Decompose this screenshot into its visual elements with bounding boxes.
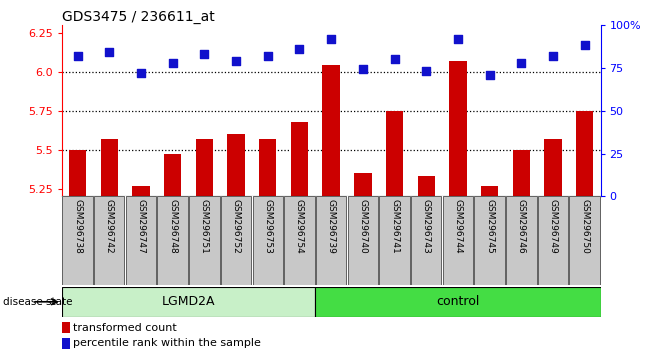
Bar (323, 65, 340, 196)
Bar (537, 196, 568, 285)
Point (548, 53, 558, 58)
Bar (474, 196, 505, 285)
Bar (544, 139, 562, 196)
Bar (291, 121, 308, 196)
Text: GSM296739: GSM296739 (327, 199, 336, 254)
Text: GSM296752: GSM296752 (231, 199, 241, 254)
Bar (506, 196, 537, 285)
Bar (316, 196, 346, 285)
Bar (158, 196, 188, 285)
Bar (417, 176, 435, 196)
Text: GSM296746: GSM296746 (517, 199, 526, 254)
Text: GSM296742: GSM296742 (105, 199, 114, 254)
Point (104, 50, 115, 55)
Text: GSM296753: GSM296753 (263, 199, 272, 254)
Bar (62, 338, 70, 349)
Bar (570, 196, 600, 285)
Bar (443, 196, 473, 285)
Bar (101, 139, 118, 196)
Point (72, 53, 83, 58)
Text: percentile rank within the sample: percentile rank within the sample (73, 338, 261, 348)
Point (516, 60, 527, 65)
Bar (132, 185, 150, 196)
Bar (196, 139, 213, 196)
Point (199, 51, 210, 57)
Point (167, 60, 178, 65)
Point (325, 36, 336, 41)
Point (136, 70, 146, 76)
Point (231, 58, 242, 64)
Text: GSM296740: GSM296740 (358, 199, 367, 254)
Bar (62, 196, 93, 285)
Bar (189, 196, 219, 285)
Bar (411, 196, 442, 285)
Bar (94, 196, 125, 285)
Bar (221, 196, 251, 285)
Text: GSM296738: GSM296738 (73, 199, 82, 254)
Bar (576, 111, 593, 196)
Bar (62, 287, 315, 317)
Text: GSM296744: GSM296744 (454, 199, 462, 254)
Point (262, 53, 273, 58)
Point (358, 67, 368, 72)
Text: GSM296747: GSM296747 (136, 199, 146, 254)
Bar (481, 185, 499, 196)
Point (421, 68, 431, 74)
Text: GSM296743: GSM296743 (421, 199, 431, 254)
Text: control: control (436, 295, 480, 308)
Point (579, 42, 590, 48)
Bar (449, 61, 466, 196)
Text: disease state: disease state (3, 297, 73, 307)
Text: GSM296750: GSM296750 (580, 199, 589, 254)
Text: GDS3475 / 236611_at: GDS3475 / 236611_at (62, 10, 215, 24)
Text: GSM296741: GSM296741 (390, 199, 399, 254)
Text: GSM296748: GSM296748 (168, 199, 177, 254)
Point (452, 36, 463, 41)
Bar (227, 134, 245, 196)
Text: GSM296751: GSM296751 (200, 199, 209, 254)
Bar (348, 196, 378, 285)
Text: GSM296749: GSM296749 (548, 199, 558, 254)
Bar (62, 322, 70, 333)
Bar (285, 196, 315, 285)
Bar (354, 173, 372, 196)
Bar (252, 196, 283, 285)
Bar (69, 150, 87, 196)
Bar (379, 196, 410, 285)
Point (389, 56, 400, 62)
Point (294, 46, 305, 52)
Bar (164, 154, 181, 196)
Text: transformed count: transformed count (73, 322, 176, 332)
Point (484, 72, 495, 78)
Bar (259, 139, 276, 196)
Text: GSM296754: GSM296754 (295, 199, 304, 254)
Bar (125, 196, 156, 285)
Bar (386, 111, 403, 196)
Text: GSM296745: GSM296745 (485, 199, 494, 254)
Bar (513, 150, 530, 196)
Text: LGMD2A: LGMD2A (162, 295, 215, 308)
Bar (315, 287, 601, 317)
